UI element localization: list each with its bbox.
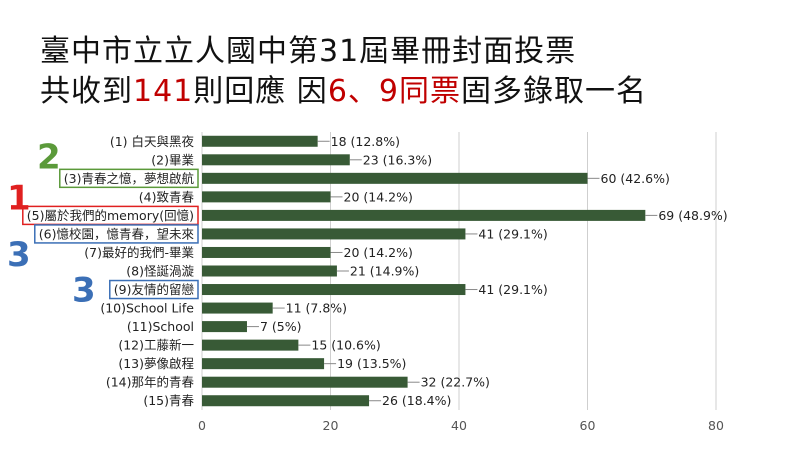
value-label: 19 (13.5%): [337, 356, 406, 371]
category-label: (8)怪誕渦漩: [126, 264, 194, 279]
category-label: (14)那年的青春: [106, 375, 195, 390]
category-label: (2)畢業: [151, 152, 194, 167]
bar: [202, 284, 466, 296]
value-label: 15 (10.6%): [311, 338, 380, 353]
chart-category-labels: (1) 白天與黑夜 (2)畢業 (3)青春之憶，夢想啟航 (4)致青春 (5)屬於我們的…: [27, 134, 195, 408]
category-label: (10)School Life: [100, 301, 194, 316]
bar: [202, 246, 331, 258]
value-label: 41 (29.1%): [478, 282, 547, 297]
chart-annotations: 12 3 3: [7, 137, 199, 311]
chart-bars: [202, 135, 646, 407]
category-label: (12)工藤新一: [118, 338, 194, 353]
bar: [202, 339, 299, 351]
category-label: (4)致青春: [139, 189, 195, 204]
category-label: (6)憶校園，憶青春，望未來: [39, 226, 195, 241]
rank-numeral: 2: [37, 137, 61, 177]
value-label: 26 (18.4%): [382, 393, 451, 408]
title-line-2: 共收到141則回應 因6、9同票固多錄取一名: [40, 72, 647, 112]
value-label: 20 (14.2%): [344, 189, 413, 204]
value-label: 7 (5%): [260, 319, 302, 334]
rank-highlight-box: [59, 168, 199, 189]
value-label: 32 (22.7%): [421, 375, 490, 390]
title-text-3: 固多錄取一名: [461, 74, 647, 109]
category-label: (5)屬於我們的memory(回憶): [27, 208, 194, 223]
category-label: (3)青春之憶，夢想啟航: [64, 171, 195, 186]
x-tick-label: 20: [323, 418, 339, 433]
value-label: 18 (12.8%): [331, 134, 400, 149]
category-label: (15)青春: [143, 393, 194, 408]
x-tick-label: 80: [708, 418, 724, 433]
rank-numeral: 3: [72, 271, 96, 311]
value-label: 11 (7.8%): [286, 301, 347, 316]
value-label: 20 (14.2%): [344, 245, 413, 260]
rank-numeral: 1: [7, 178, 31, 218]
bar: [202, 209, 646, 221]
x-tick-label: 60: [580, 418, 596, 433]
tie-note: 6、9同票: [327, 74, 461, 109]
value-label: 69 (48.9%): [658, 208, 727, 223]
bar: [202, 358, 325, 370]
category-label: (13)夢像啟程: [118, 356, 194, 371]
category-label: (1) 白天與黑夜: [110, 134, 195, 149]
value-label: 41 (29.1%): [478, 226, 547, 241]
category-label: (11)School: [127, 319, 194, 334]
chart-value-labels: 18 (12.8%) 23 (16.3%) 60 (42.6%) 20 (14.2%)…: [260, 134, 728, 408]
category-label: (7)最好的我們-畢業: [84, 245, 194, 260]
x-tick-label: 0: [198, 418, 206, 433]
bar: [202, 302, 273, 314]
bar: [202, 376, 408, 388]
title-text-1: 共收到: [40, 74, 133, 109]
value-label: 23 (16.3%): [363, 152, 432, 167]
response-count: 141: [133, 74, 194, 109]
value-label: 21 (14.9%): [350, 264, 419, 279]
bar: [202, 154, 350, 166]
chart-leader-lines: [246, 140, 658, 402]
rank-numeral: 3: [7, 235, 31, 275]
x-tick-label: 40: [451, 418, 467, 433]
rank-highlight-box: [34, 224, 199, 244]
bar: [202, 191, 331, 203]
title-text-2: 則回應 因: [193, 74, 328, 109]
title-line-1: 臺中市立立人國中第31屆畢冊封面投票: [40, 34, 577, 69]
bar: [202, 228, 466, 240]
bar: [202, 321, 247, 333]
bar: [202, 265, 337, 277]
category-label: (9)友情的留戀: [114, 282, 195, 297]
chart-tick-labels: 0 20 40 60 80: [198, 418, 724, 433]
rank-highlight-box: [109, 279, 199, 300]
bar: [202, 395, 370, 407]
bar: [202, 172, 588, 184]
bar: [202, 135, 318, 147]
value-label: 60 (42.6%): [601, 171, 670, 186]
